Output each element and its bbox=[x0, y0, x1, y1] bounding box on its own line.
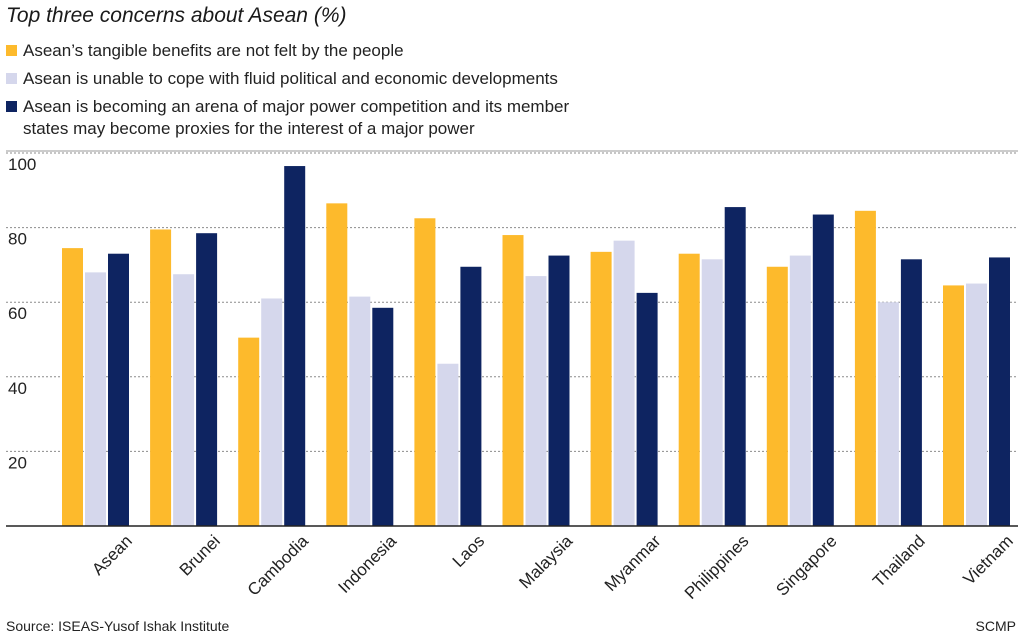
bar-singapore-series2 bbox=[789, 255, 811, 526]
bar-brunei-series1 bbox=[150, 229, 172, 526]
bar-malaysia-series3 bbox=[548, 255, 570, 526]
bar-laos-series2 bbox=[437, 363, 459, 526]
bar-asean-series2 bbox=[85, 272, 106, 526]
bar-indonesia-series2 bbox=[349, 296, 371, 526]
chart-title: Top three concerns about Asean (%) bbox=[6, 4, 347, 27]
bar-vietnam-series2 bbox=[966, 283, 987, 526]
bar-thailand-series2 bbox=[877, 302, 899, 526]
x-tick-label-brunei: Brunei bbox=[176, 531, 224, 579]
bar-thailand-series3 bbox=[900, 259, 922, 526]
legend-label-benefits: Asean’s tangible benefits are not felt b… bbox=[23, 41, 404, 60]
bar-philippines-series3 bbox=[724, 207, 746, 526]
x-tick-label-laos: Laos bbox=[449, 531, 489, 571]
bar-indonesia-series3 bbox=[372, 307, 394, 526]
y-tick-label-80: 80 bbox=[8, 230, 27, 249]
bar-asean-series3 bbox=[108, 253, 129, 526]
x-tick-label-malaysia: Malaysia bbox=[515, 531, 576, 592]
legend-item-cope: Asean is unable to cope with fluid polit… bbox=[6, 68, 706, 90]
source-note: Source: ISEAS-Yusof Ishak Institute bbox=[6, 618, 230, 634]
bar-cambodia-series3 bbox=[284, 166, 306, 526]
bar-cambodia-series2 bbox=[261, 298, 283, 526]
legend-swatch-yellow bbox=[6, 45, 17, 56]
x-tick-label-vietnam: Vietnam bbox=[960, 531, 1017, 588]
y-tick-label-20: 20 bbox=[8, 453, 27, 472]
legend-item-power: Asean is becoming an arena of major powe… bbox=[6, 96, 706, 140]
bar-vietnam-series3 bbox=[989, 257, 1010, 526]
y-tick-label-60: 60 bbox=[8, 304, 27, 323]
bar-myanmar-series3 bbox=[636, 292, 658, 526]
publisher-credit: SCMP bbox=[975, 618, 1016, 634]
bar-malaysia-series1 bbox=[502, 235, 524, 526]
bar-philippines-series2 bbox=[701, 259, 723, 526]
bar-thailand-series1 bbox=[854, 210, 876, 526]
x-tick-label-cambodia: Cambodia bbox=[244, 531, 313, 600]
y-tick-label-100: 100 bbox=[8, 155, 36, 174]
x-tick-label-singapore: Singapore bbox=[772, 531, 840, 599]
legend-label-cope: Asean is unable to cope with fluid polit… bbox=[23, 69, 558, 88]
y-tick-label-40: 40 bbox=[8, 379, 27, 398]
bar-myanmar-series2 bbox=[613, 240, 635, 526]
legend-label-power-line2: states may become proxies for the intere… bbox=[23, 119, 475, 138]
legend-swatch-lavender bbox=[6, 73, 17, 84]
legend-item-benefits: Asean’s tangible benefits are not felt b… bbox=[6, 40, 706, 62]
bar-vietnam-series1 bbox=[943, 285, 964, 526]
x-tick-label-philippines: Philippines bbox=[681, 531, 753, 603]
bar-cambodia-series1 bbox=[238, 337, 260, 526]
legend-label-power-line1: Asean is becoming an arena of major powe… bbox=[23, 97, 570, 116]
bar-laos-series3 bbox=[460, 266, 482, 526]
x-tick-label-thailand: Thailand bbox=[869, 531, 929, 591]
bar-malaysia-series2 bbox=[525, 276, 547, 526]
legend-swatch-navy bbox=[6, 101, 17, 112]
bar-myanmar-series1 bbox=[590, 251, 612, 526]
x-tick-label-indonesia: Indonesia bbox=[335, 531, 401, 597]
x-tick-label-asean: Asean bbox=[88, 531, 136, 579]
bar-indonesia-series1 bbox=[326, 203, 348, 527]
bar-brunei-series2 bbox=[173, 274, 195, 526]
bar-asean-series1 bbox=[62, 248, 83, 527]
bar-singapore-series1 bbox=[766, 266, 788, 526]
bar-laos-series1 bbox=[414, 218, 436, 526]
x-tick-label-myanmar: Myanmar bbox=[601, 531, 665, 595]
bar-singapore-series3 bbox=[812, 214, 834, 527]
bar-philippines-series1 bbox=[678, 253, 700, 526]
bar-brunei-series3 bbox=[196, 233, 218, 526]
